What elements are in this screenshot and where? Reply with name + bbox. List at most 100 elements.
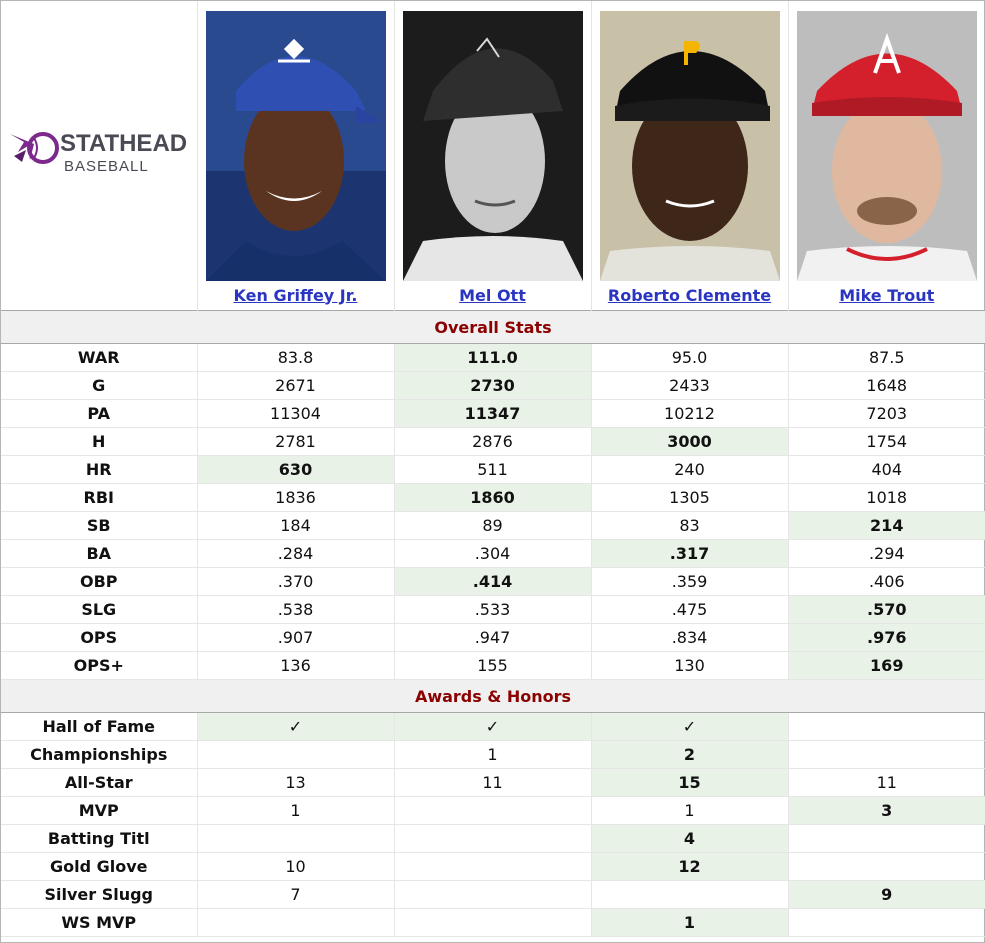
- stat-row: HR 630 511 240 404: [1, 455, 985, 484]
- stat-value: 1648: [788, 371, 985, 400]
- stat-value: 1: [197, 796, 395, 825]
- player-photo-griffey: [205, 11, 386, 281]
- stat-value: .406: [788, 567, 985, 596]
- stat-value: 1305: [591, 483, 789, 512]
- stat-value: 1018: [788, 483, 985, 512]
- check-mark-icon: ✓: [394, 712, 592, 741]
- stat-value: [394, 908, 592, 937]
- player-photo-trout: [796, 11, 977, 281]
- stat-value: [197, 908, 395, 937]
- stat-label: Hall of Fame: [1, 712, 198, 741]
- stat-value: 1754: [788, 427, 985, 456]
- stat-value: 1: [591, 796, 789, 825]
- stat-value: 11304: [197, 399, 395, 428]
- stat-row: Hall of Fame ✓ ✓ ✓: [1, 712, 985, 741]
- stat-row: OBP .370.414.359.406: [1, 567, 985, 596]
- stat-value: .284: [197, 539, 395, 568]
- stat-value: 404: [788, 455, 985, 484]
- stat-value: .304: [394, 539, 592, 568]
- stat-value: [394, 796, 592, 825]
- stat-row: OPS .907.947.834.976: [1, 623, 985, 652]
- stat-row: RBI 1836 1860 1305 1018: [1, 483, 985, 512]
- stat-row: Batting Titl 4: [1, 824, 985, 853]
- stat-label: OPS: [1, 623, 198, 652]
- stathead-logo-icon: [10, 132, 59, 164]
- stat-value: 87.5: [788, 343, 985, 372]
- stat-value: [788, 908, 985, 937]
- player-link-ott[interactable]: Mel Ott: [459, 285, 526, 305]
- check-mark-icon: ✓: [591, 712, 789, 741]
- stat-label: WS MVP: [1, 908, 198, 937]
- stat-value: 89: [394, 511, 592, 540]
- stat-value: 7: [197, 880, 395, 909]
- player-link-clemente[interactable]: Roberto Clemente: [607, 285, 772, 305]
- stathead-logo[interactable]: STATHEAD BASEBALL: [8, 126, 194, 176]
- logo-wordmark-bottom: BASEBALL: [64, 158, 149, 175]
- stat-value: [788, 824, 985, 853]
- stat-row: Silver Slugg 7 9: [1, 880, 985, 909]
- photo-cell-ott: [394, 1, 592, 281]
- stat-value: .538: [197, 595, 395, 624]
- stat-value: 11: [788, 768, 985, 797]
- stat-value: 511: [394, 455, 592, 484]
- stat-value: [394, 824, 592, 853]
- stat-row: H 2781 2876 3000 1754: [1, 427, 985, 456]
- player-link-trout[interactable]: Mike Trout: [839, 285, 935, 305]
- stat-row: Gold Glove 10 12: [1, 852, 985, 881]
- player-link-griffey[interactable]: Ken Griffey Jr.: [233, 285, 358, 305]
- stat-value: 3000: [591, 427, 789, 456]
- stat-value: 7203: [788, 399, 985, 428]
- stat-value: [788, 852, 985, 881]
- stat-value: 130: [591, 651, 789, 680]
- stat-label: WAR: [1, 343, 198, 372]
- stat-row: WAR 83.8 111.0 95.0 87.5: [1, 343, 985, 372]
- stat-value: [788, 712, 985, 741]
- stat-value: 1: [591, 908, 789, 937]
- check-mark-icon: ✓: [197, 712, 395, 741]
- stat-label: RBI: [1, 483, 198, 512]
- stat-value: .907: [197, 623, 395, 652]
- player-photo-ott: [402, 11, 583, 281]
- stat-row: BA .284.304.317.294: [1, 539, 985, 568]
- stat-value: [197, 824, 395, 853]
- stat-value: .294: [788, 539, 985, 568]
- stat-value: 83: [591, 511, 789, 540]
- stat-value: .834: [591, 623, 789, 652]
- stat-value: [591, 880, 789, 909]
- stat-value: 169: [788, 651, 985, 680]
- stat-value: .533: [394, 595, 592, 624]
- stat-value: 630: [197, 455, 395, 484]
- stat-label: OBP: [1, 567, 198, 596]
- stat-value: 15: [591, 768, 789, 797]
- stat-label: PA: [1, 399, 198, 428]
- stat-value: 10: [197, 852, 395, 881]
- stat-label: HR: [1, 455, 198, 484]
- stat-value: [197, 740, 395, 769]
- stat-value: 12: [591, 852, 789, 881]
- stat-value: 3: [788, 796, 985, 825]
- stat-value: [394, 880, 592, 909]
- section-title: Overall Stats: [1, 310, 985, 344]
- stat-value: .370: [197, 567, 395, 596]
- stat-value: 11: [394, 768, 592, 797]
- stat-label: Gold Glove: [1, 852, 198, 881]
- stat-value: [788, 740, 985, 769]
- stat-row: WS MVP 1: [1, 908, 985, 937]
- stat-value: 2876: [394, 427, 592, 456]
- stat-label: Championships: [1, 740, 198, 769]
- stat-label: G: [1, 371, 198, 400]
- stat-row: SLG .538.533.475.570: [1, 595, 985, 624]
- stat-value: 136: [197, 651, 395, 680]
- stat-value: 184: [197, 511, 395, 540]
- stat-value: 1836: [197, 483, 395, 512]
- name-corner: [1, 280, 198, 311]
- player-name-cell: Ken Griffey Jr.: [197, 280, 395, 311]
- stat-label: MVP: [1, 796, 198, 825]
- stat-label: SB: [1, 511, 198, 540]
- stat-value: .475: [591, 595, 789, 624]
- stat-label: H: [1, 427, 198, 456]
- player-photo-clemente: [599, 11, 780, 281]
- stat-value: 111.0: [394, 343, 592, 372]
- stat-label: OPS+: [1, 651, 198, 680]
